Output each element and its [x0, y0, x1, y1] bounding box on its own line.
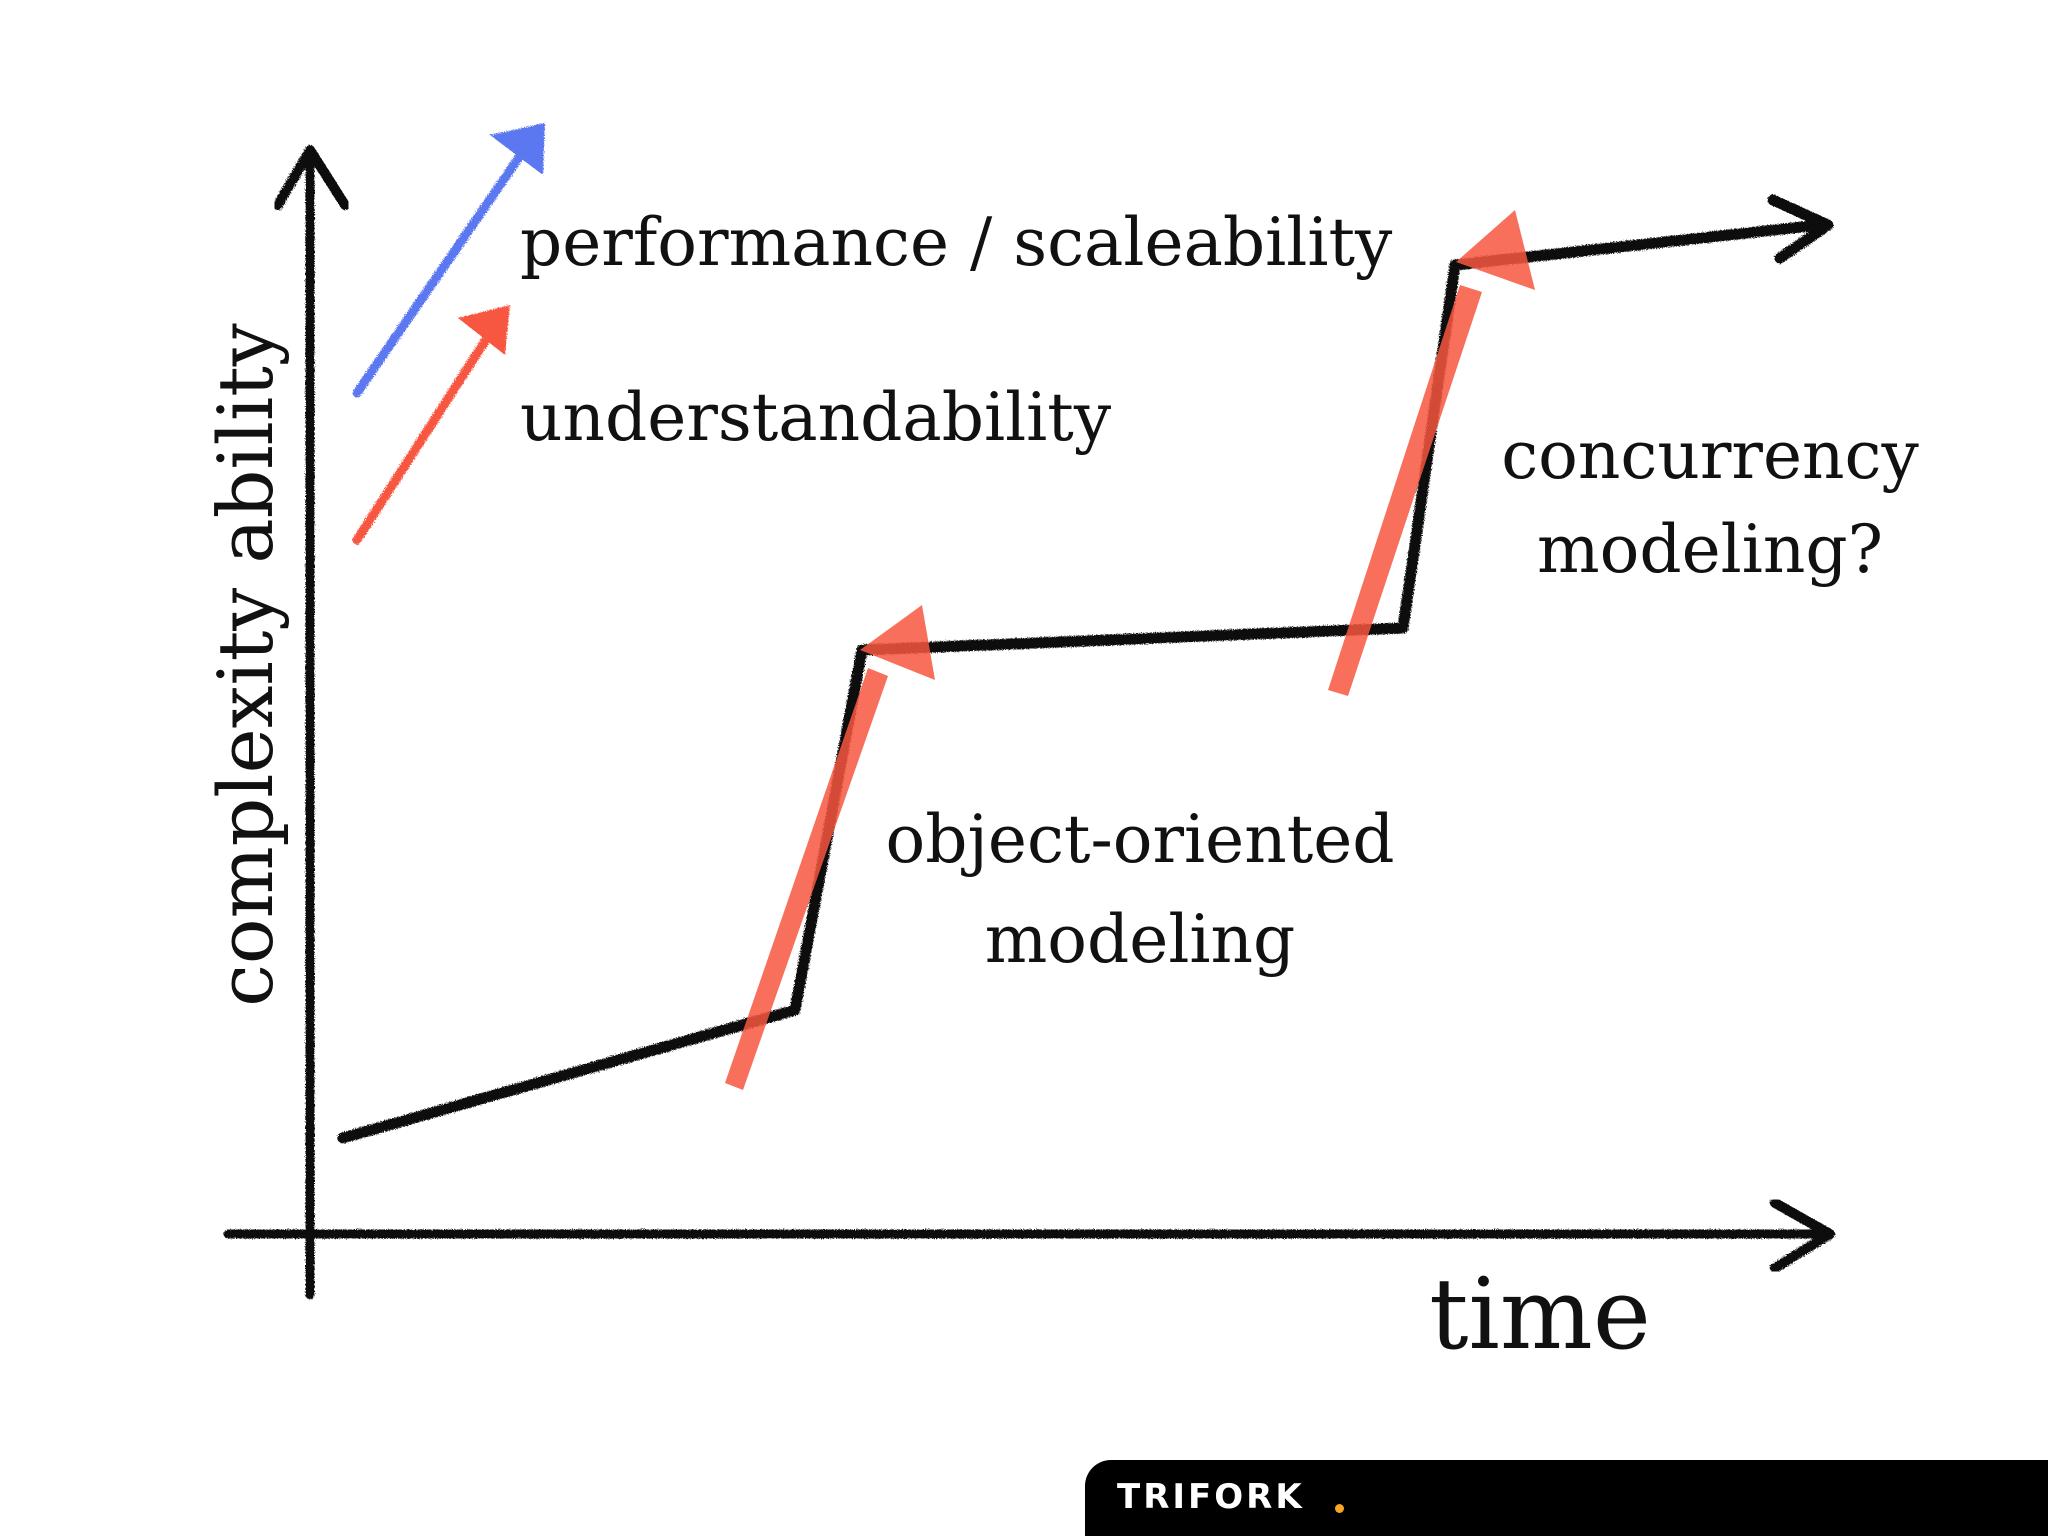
- step2-label-line1: concurrency: [1501, 417, 1919, 494]
- legend-performance-label: performance / scaleability: [520, 204, 1393, 281]
- growth-line: [337, 194, 1834, 1144]
- step1-label-line2: modeling: [985, 901, 1296, 978]
- legend-understandability-label: understandability: [520, 379, 1112, 456]
- understandability-step-arrow-2: [1328, 210, 1535, 696]
- x-axis: [223, 1198, 1835, 1273]
- brand-logo-dot: [1335, 1504, 1344, 1513]
- understandability-step-arrow-1: [725, 605, 935, 1090]
- y-axis-label: complexity ability: [201, 323, 290, 1007]
- understandability-arrow: [352, 305, 510, 545]
- x-axis-label: time: [1429, 1258, 1651, 1372]
- step2-label-line2: modeling?: [1537, 511, 1883, 588]
- brand-bar: [1085, 1460, 2048, 1536]
- y-axis: [273, 145, 350, 1300]
- performance-arrow: [352, 123, 545, 398]
- step1-label-line1: object-oriented: [885, 801, 1394, 878]
- brand-logo: TRIFORK: [1117, 1477, 1305, 1517]
